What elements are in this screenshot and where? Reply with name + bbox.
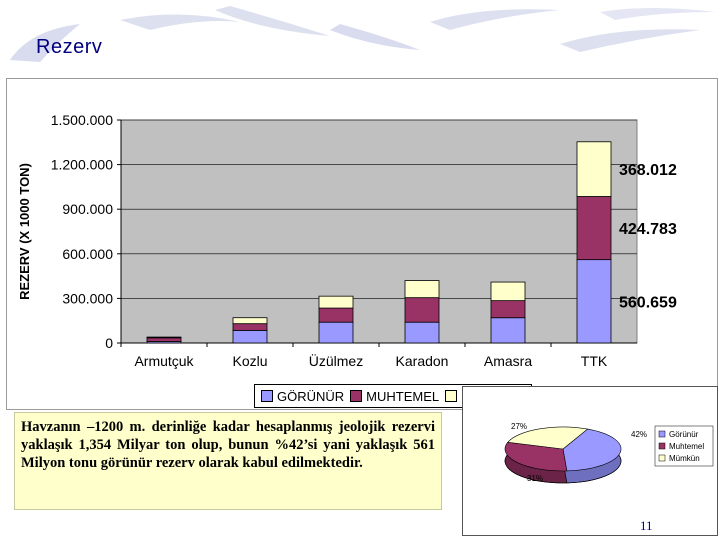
pie-slice-muhtemel xyxy=(504,441,568,472)
bar-segment-gorunur xyxy=(232,329,268,344)
pie-legend-label: Görünür xyxy=(669,430,699,439)
legend-item-gorunur: GÖRÜNÜR xyxy=(261,389,344,404)
data-label: 424.783 xyxy=(619,221,677,238)
x-tick-label: TTK xyxy=(581,353,608,369)
bar-segment-mumkun xyxy=(490,281,526,302)
bar-segment-muhtemel xyxy=(232,323,268,331)
bar-segment-muhtemel xyxy=(318,307,354,323)
pie-chart: 42% 31% 27% Görünür Muhtemel Mümkün xyxy=(504,422,714,484)
y-axis-label: REZERV (X 1000 TON) xyxy=(17,163,32,300)
bar-chart-container: 0 300.000 600.000 900.000 1.200.000 1.500.000… xyxy=(6,78,718,410)
x-tick-label: Kozlu xyxy=(232,353,267,369)
y-tick-label: 1.500.000 xyxy=(51,112,113,128)
bar-segment-muhtemel xyxy=(404,297,440,323)
bar-segment-muhtemel xyxy=(146,337,182,342)
y-tick-label: 900.000 xyxy=(62,201,113,217)
legend-item-mumkun xyxy=(445,390,461,402)
legend-swatch-gorunur xyxy=(261,390,273,402)
pie-legend-label: Mümkün xyxy=(669,454,700,463)
pie-slice-gorunur xyxy=(562,428,622,472)
data-label: 368.012 xyxy=(619,162,677,179)
decorative-header-swooshes xyxy=(10,6,715,62)
pie-legend-swatch xyxy=(658,430,666,438)
slide-title: Rezerv xyxy=(36,36,103,58)
bar-segment-mumkun xyxy=(318,295,354,309)
plot-area xyxy=(120,119,638,344)
x-tick-label: Karadon xyxy=(396,353,449,369)
pie-legend-label: Muhtemel xyxy=(669,442,704,451)
legend-swatch-mumkun xyxy=(445,390,458,402)
bar-segment-mumkun xyxy=(404,280,440,299)
legend-label-muhtemel: MUHTEMEL xyxy=(366,388,440,404)
legend-label-gorunur: GÖRÜNÜR xyxy=(277,388,345,404)
bar-segment-gorunur xyxy=(404,321,440,344)
bar-segment-gorunur xyxy=(576,259,612,344)
y-tick-label: 300.000 xyxy=(62,290,113,306)
data-label: 560.659 xyxy=(619,294,677,311)
bar-segment-mumkun xyxy=(146,336,182,339)
legend-item-muhtemel: MUHTEMEL xyxy=(350,389,439,404)
y-tick-label: 1.200.000 xyxy=(51,157,113,173)
x-tick-label: Armutçuk xyxy=(134,353,194,369)
bar-segment-muhtemel xyxy=(576,196,612,261)
bar-segment-mumkun xyxy=(232,317,268,325)
bar-segment-gorunur xyxy=(490,317,526,344)
pie-slice-mumkun xyxy=(507,426,589,450)
pie-percent-label: 27% xyxy=(511,422,527,431)
bar-segment-gorunur xyxy=(318,321,354,344)
page-number: 11 xyxy=(640,518,653,533)
bar-segment-muhtemel xyxy=(490,300,526,319)
pie-percent-label: 42% xyxy=(631,430,647,439)
pie-chart-container: 42% 31% 27% Görünür Muhtemel Mümkün xyxy=(462,386,718,536)
description-text: Havzanın –1200 m. derinliğe kadar hesapl… xyxy=(21,419,435,471)
y-tick-label: 600.000 xyxy=(62,246,113,262)
legend-swatch-muhtemel xyxy=(350,390,363,402)
bar-segment-mumkun xyxy=(576,141,612,197)
x-tick-label: Üzülmez xyxy=(309,352,363,369)
stacked-bar-chart: 0 300.000 600.000 900.000 1.200.000 1.500.000… xyxy=(17,112,677,369)
pie-legend-swatch xyxy=(658,454,666,462)
x-tick-label: Amasra xyxy=(484,353,532,369)
pie-legend-swatch xyxy=(658,442,666,450)
y-tick-label: 0 xyxy=(105,335,113,351)
pie-legend-box xyxy=(654,425,714,467)
pie-percent-label: 31% xyxy=(527,474,543,483)
description-text-box: Havzanın –1200 m. derinliğe kadar hesapl… xyxy=(14,412,442,510)
